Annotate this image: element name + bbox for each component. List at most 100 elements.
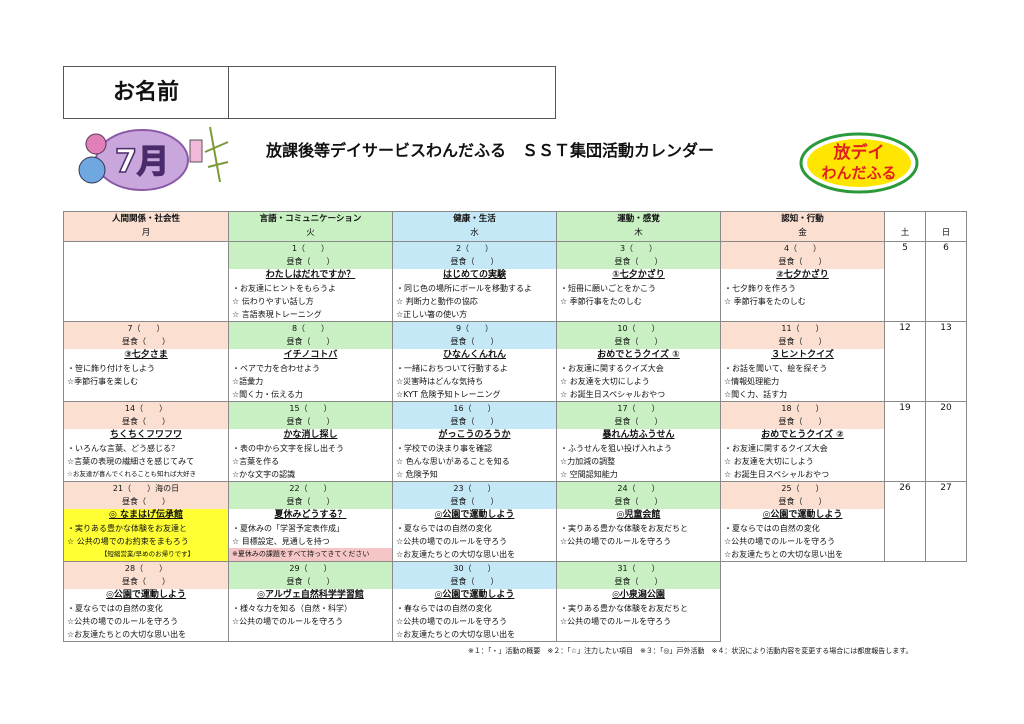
activity-line: ☆公共の場でのルールを守ろう [560, 617, 672, 627]
day-date: 30（ ） [393, 562, 556, 576]
day-cell: 16（ ）昼食（ ）がっこうのろうか ・学校での決まり事を確認 ☆ 色んな思いがある… [392, 401, 557, 482]
weekend-date: 13 [940, 323, 952, 333]
column-header: 言語・コミュニケーション火 [228, 211, 393, 242]
activity-title: 夏休みどうする？ [274, 509, 347, 520]
weekend-day: 日 [941, 228, 951, 238]
footnote: ※１：「・」活動の概要 ※２：「☆」注力したい項目 ※３：「◎」戸外活動 ※４：… [468, 647, 913, 655]
activity-line: ☆お友達が喜んでくれることも知れば大好き [67, 470, 197, 479]
column-name: 健康・生活 [453, 214, 496, 224]
activity-line: ・いろんな言葉、どう感じる？ [67, 443, 179, 453]
activity-line: ☆正しい箸の使い方 [396, 310, 468, 320]
weekend-cell: 13 [925, 321, 967, 402]
activity-line: ・春ならではの自然の変化 [396, 603, 492, 613]
logo: 放デイ わんだふる [799, 132, 919, 194]
activity-line: ☆お友達たちとの大切な思い出を [396, 630, 516, 640]
activity-line: ☆お友達たちとの大切な思い出を [396, 550, 516, 560]
weekend-cell: 27 [925, 481, 967, 562]
day-lunch: 昼食（ ） [721, 495, 884, 509]
activity-title: ◎ なまはげ伝承館 [64, 508, 228, 522]
activity-line: ☆ 伝わりやすい話し方 [232, 297, 314, 307]
activity-title: ◎小泉潟公園 [612, 589, 665, 600]
activity-line: ☆聞く力・伝える力 [232, 390, 303, 400]
column-header: 認知・行動金 [720, 211, 885, 242]
activity-line: ・お話を聞いて、絵を探そう [724, 363, 828, 373]
day-lunch: 昼食（ ） [229, 495, 392, 509]
weekend-date: 6 [943, 243, 949, 253]
weekend-date: 26 [899, 483, 911, 493]
day-lunch: 昼食（ ） [64, 415, 228, 429]
day-lunch: 昼食（ ） [557, 415, 720, 429]
activity-line: ・同じ色の場所にボールを移動するよ [396, 283, 532, 293]
day-lunch: 昼食（ ） [557, 495, 720, 509]
logo-top: 放デイ [833, 142, 885, 163]
logo-bottom: わんだふる [821, 164, 896, 182]
column-header: 人間関係・社会性月 [63, 211, 229, 242]
day-date: 21（ ）海の日 [64, 482, 228, 496]
weekend-cell: 5 [884, 241, 926, 322]
name-label: お名前 [64, 67, 229, 118]
weekend-header: 土 [884, 211, 926, 242]
day-cell: 8（ ）昼食（ ）イチノコトバ ・ペアで力を合わせよう ☆語彙力 ☆聞く力・伝える力 [228, 321, 393, 402]
weekend-cell: 19 [884, 401, 926, 482]
day-cell: 4（ ）昼食（ ） ②七夕かざり ・七夕飾りを作ろう ☆ 季節行事をたのしむ [720, 241, 885, 322]
weekend-cell: 26 [884, 481, 926, 562]
day-date: 10（ ） [557, 322, 720, 336]
column-day: 水 [470, 228, 479, 238]
day-date: 15（ ） [229, 402, 392, 416]
activity-line: ・一緒におちついて行動するよ [396, 363, 508, 373]
activity-line: ☆季節行事を楽しむ [67, 377, 139, 387]
weekend-cell: 20 [925, 401, 967, 482]
day-date: 4（ ） [721, 242, 884, 256]
activity-line: ・お友達に関するクイズ大会 [724, 443, 828, 453]
column-day: 木 [634, 228, 643, 238]
day-date: 14（ ） [64, 402, 228, 416]
activity-title: ３ヒントクイズ [771, 349, 834, 360]
activity-title: わたしはだれですか？ [265, 269, 356, 280]
day-cell: 31（ ）昼食（ ） ◎小泉潟公園 ・実りある豊かな体験をお友だちと ☆公共の場でのル… [556, 561, 721, 642]
activity-title: ①七夕かざり [612, 269, 665, 280]
weekend-cell: 12 [884, 321, 926, 402]
day-date: 3（ ） [557, 242, 720, 256]
day-cell: 7（ ）昼食（ ） ③七夕さま ・笹に飾り付けをしよう ☆季節行事を楽しむ [63, 321, 229, 402]
day-lunch: 昼食（ ） [393, 575, 556, 589]
day-cell: 11（ ）昼食（ ） ３ヒントクイズ ・お話を聞いて、絵を探そう ☆情報処理能力 ☆聞く… [720, 321, 885, 402]
day-date: 7（ ） [64, 322, 228, 336]
column-day: 金 [798, 228, 807, 238]
day-cell: 25（ ）昼食（ ） ◎公園で運動しよう ・夏ならではの自然の変化 ☆公共の場でのルー… [720, 481, 885, 562]
weekend-header: 日 [925, 211, 967, 242]
day-cell: 2（ ）昼食（ ）はじめての実験 ・同じ色の場所にボールを移動するよ ☆ 判断力と動… [392, 241, 557, 322]
activity-line: ・笹に飾り付けをしよう [67, 363, 155, 373]
activity-line: ☆語彙力 [232, 377, 264, 387]
day-cell: 30（ ）昼食（ ） ◎公園で運動しよう ・春ならではの自然の変化 ☆公共の場でのルー… [392, 561, 557, 642]
activity-line: ・夏ならではの自然の変化 [67, 603, 163, 613]
activity-line: ☆ お友達を大切にしよう [560, 377, 650, 387]
weekend-date: 12 [899, 323, 911, 333]
activity-line: ☆公共の場でのルールを守ろう [560, 537, 672, 547]
activity-title: 暴れん坊ふうせん [602, 429, 675, 440]
activity-title: はじめての実験 [442, 269, 506, 280]
day-cell: 29（ ）昼食（ ） ◎アルヴェ自然科学学習館 ・様々な力を知る（自然・科学） ☆公共… [228, 561, 393, 642]
activity-line: ・お友達にヒントをもらうよ [232, 283, 336, 293]
day-cell: 23（ ）昼食（ ） ◎公園で運動しよう ・夏ならではの自然の変化 ☆公共の場でのルー… [392, 481, 557, 562]
day-lunch: 昼食（ ） [64, 575, 228, 589]
activity-line: ・実りある豊かな体験をお友だちと [560, 603, 688, 613]
name-box: お名前 [63, 66, 556, 119]
column-name: 言語・コミュニケーション [259, 214, 362, 224]
activity-line: ・夏休みの「学習予定表作成」 [232, 523, 344, 533]
day-date: 17（ ） [557, 402, 720, 416]
activity-line: ☆ 判断力と動作の協応 [396, 297, 478, 307]
activity-line: ・ペアで力を合わせよう [232, 363, 320, 373]
column-header: 健康・生活水 [392, 211, 557, 242]
activity-line: ☆ 公共の場でのお約束をまもろう [64, 535, 228, 549]
activity-line: ☆ 危険予知 [396, 470, 438, 480]
day-date: 28（ ） [64, 562, 228, 576]
activity-line: ☆KYT 危険予知トレーニング [396, 390, 501, 400]
activity-line: ☆公共の場でのルールを守ろう [724, 537, 836, 547]
day-cell: 15（ ）昼食（ ）かな消し探し ・表の中から文字を探し出そう ☆言葉を作る ☆かな文… [228, 401, 393, 482]
activity-title: おめでとうクイズ ① [597, 349, 680, 360]
activity-line: ☆力加減の調整 [560, 457, 616, 467]
activity-line: ☆言葉を作る [232, 457, 280, 467]
month-illustration: 7月 [78, 126, 229, 191]
